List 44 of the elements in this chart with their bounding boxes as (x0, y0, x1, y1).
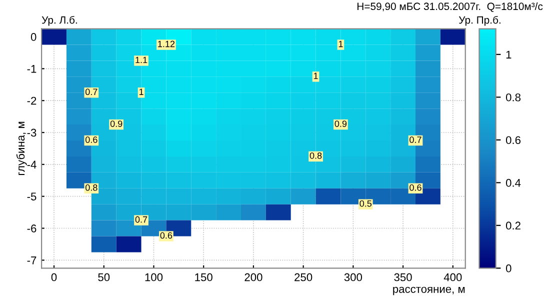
annotation: 1 (314, 72, 318, 79)
x-tick-label: 0 (51, 273, 57, 282)
y-tick-label: -4 (27, 160, 36, 168)
y-tick-label: -5 (27, 192, 36, 200)
annotation: 1 (338, 40, 343, 48)
color-bar-label: 1 (506, 50, 512, 58)
annotation: 0.7 (85, 88, 98, 96)
y-tick-label: 0 (30, 33, 36, 41)
x-tick-label: 200 (244, 273, 262, 282)
x-tick-label: 350 (394, 273, 412, 282)
annotation: 0.5 (360, 200, 372, 207)
annotation: 0.6 (410, 184, 422, 191)
y-axis-title: глубина, м (16, 122, 27, 176)
annotation: 1.1 (136, 56, 148, 64)
x-axis-title: расстояние, м (393, 286, 465, 296)
x-tick-label: 400 (444, 273, 462, 282)
y-tick-label: -2 (27, 96, 36, 105)
annotation: 0.6 (85, 136, 98, 143)
text: Ур. Л.б. (42, 16, 77, 26)
y-tick-label: -3 (27, 128, 36, 137)
annotation: 0.8 (310, 152, 322, 159)
text: Ур. Пр.б. (458, 16, 500, 26)
color-bar-label: 0.2 (506, 222, 520, 230)
annotation: 1.12 (158, 40, 175, 48)
annotation: 0.8 (85, 184, 98, 191)
annotation: 0.7 (135, 216, 148, 223)
x-tick-label: 250 (294, 273, 312, 282)
x-tick-label: 300 (344, 273, 362, 282)
y-tick-label: -7 (27, 256, 36, 264)
x-tick-label: 100 (145, 273, 163, 282)
chart-title: H=59,90 мБС 31.05.2007г. Q=1810м³/с (357, 2, 543, 12)
y-tick-label: -6 (27, 224, 36, 232)
color-bar-label: 0.8 (506, 93, 521, 102)
annotation: 0.9 (334, 120, 347, 127)
x-tick-label: 150 (195, 273, 212, 282)
color-bar-label: 0 (506, 264, 512, 272)
annotation: 0.9 (110, 120, 122, 127)
annotation: 0.6 (160, 232, 172, 239)
annotation: 0.7 (410, 136, 422, 143)
annotation: 1 (139, 88, 144, 95)
color-bar-label: 0.4 (506, 178, 521, 187)
x-tick-label: 50 (98, 273, 110, 282)
y-tick-label: -1 (27, 65, 36, 73)
color-bar-label: 0.6 (506, 136, 521, 144)
